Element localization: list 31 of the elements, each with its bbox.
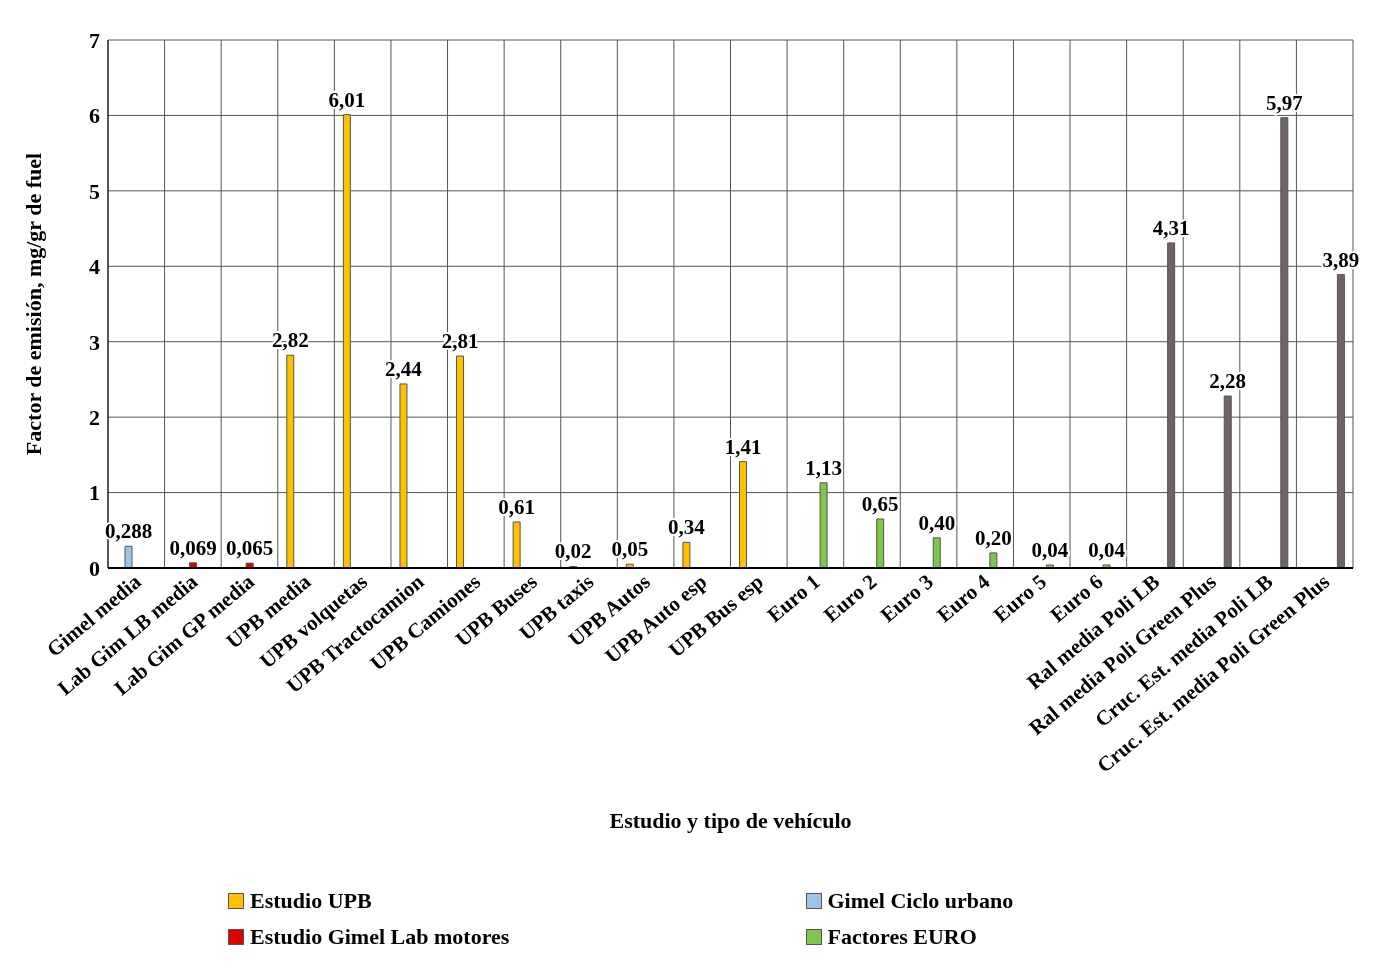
y-tick-label: 3: [89, 329, 100, 355]
data-label: 0,34: [668, 515, 706, 540]
data-label: 0,069: [169, 535, 217, 560]
data-label: 2,28: [1209, 369, 1247, 394]
y-tick-label: 1: [89, 480, 100, 506]
y-axis-title: Factor de emisión, mg/gr de fuel: [20, 152, 46, 456]
data-label: 0,65: [861, 491, 899, 516]
data-label: 0,61: [498, 494, 536, 519]
data-label: 0,05: [611, 537, 649, 562]
data-label: 0,20: [974, 525, 1012, 550]
data-label: 3,89: [1322, 247, 1360, 272]
data-label: 0,40: [918, 510, 956, 535]
legend-label: Factores EURO: [827, 924, 977, 950]
data-label: 0,065: [226, 536, 274, 561]
legend-label: Estudio Gimel Lab motores: [250, 924, 510, 950]
legend-label: Estudio UPB: [250, 888, 372, 914]
data-label: 2,82: [271, 328, 309, 353]
data-label: 1,13: [805, 455, 842, 480]
y-tick-label: 6: [89, 103, 100, 129]
data-label: 0,04: [1088, 537, 1126, 562]
y-tick-label: 4: [89, 254, 100, 280]
x-axis-title: Estudio y tipo de vehículo: [609, 808, 852, 833]
data-label: 2,44: [385, 356, 423, 381]
data-label: 4,31: [1152, 215, 1190, 240]
data-label: 0,02: [554, 539, 592, 564]
y-tick-label: 5: [89, 178, 100, 204]
y-tick-label: 2: [89, 404, 100, 430]
y-tick-label: 7: [89, 27, 100, 53]
y-tick-label: 0: [89, 555, 100, 581]
legend-label: Gimel Ciclo urbano: [827, 888, 1014, 914]
data-label: 0,04: [1031, 537, 1069, 562]
